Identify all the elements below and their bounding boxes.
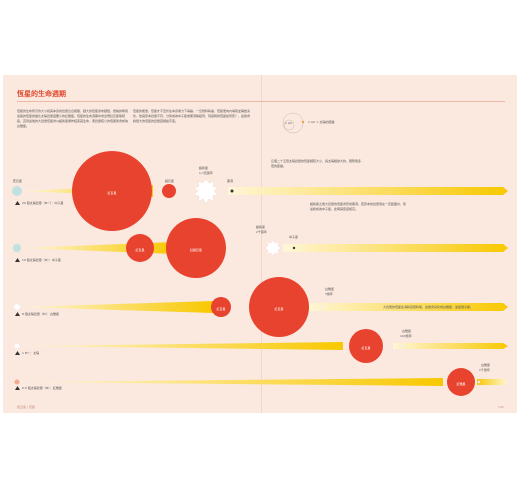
row1-blackhole xyxy=(230,189,234,193)
orbit-inner-circle xyxy=(283,119,295,131)
row2-giant-small-label: 紅巨星 xyxy=(135,248,145,252)
row5-bar-b xyxy=(477,379,508,385)
row1-type: 藍巨星 xyxy=(13,179,23,183)
row3-bar-a xyxy=(23,301,213,313)
note-row3: 大質量的恆星在消耗完燃料後，最後會演化成白矮星，並緩慢冷卻。 xyxy=(383,305,474,309)
row4-end-label: 白矮星 xyxy=(402,329,412,333)
row2-mass: 10 個太陽質量（M）：中子星 xyxy=(22,258,61,262)
row1-supernova-sub: 1-7百萬年 xyxy=(199,171,213,175)
note-row1: 超新星之後大質量的恆星會形成黑洞，若原本的質量落在一定範圍內，則最終成為中子星，… xyxy=(310,202,407,211)
row2-giant xyxy=(166,218,226,278)
row1-star xyxy=(12,186,22,196)
orbit-inner-label: 1 AU xyxy=(285,121,293,125)
row4-end-sub: 100億年 xyxy=(400,334,412,338)
row4-giant-label: 紅巨星 xyxy=(361,346,371,350)
row5-mass-marker xyxy=(15,386,20,390)
row4-mass-marker xyxy=(15,351,20,355)
footer-left: 星空長 | 恆星 xyxy=(17,405,35,409)
row1-supernova-label: 超新星 xyxy=(199,166,209,170)
row1-mass: 20 個太陽質量（M☉）：中子星 xyxy=(22,201,64,205)
sun-dot xyxy=(301,120,305,124)
row3-end xyxy=(319,305,323,309)
row4-star xyxy=(14,343,20,349)
row3-giant-label: 紅巨星 xyxy=(274,307,284,311)
row3-bar-b xyxy=(308,303,508,311)
row4-end xyxy=(399,344,403,348)
orbit-outer-label: 1 AU = 太陽的距離 xyxy=(308,120,335,124)
row2-neutron xyxy=(292,246,296,250)
diagram-note: 這個二十五倍太陽質量的恆星相較大小，與太陽相當大約，實際很多倍的距離。 xyxy=(271,159,362,168)
row2-supernova-label: 超新星 xyxy=(256,225,266,229)
row4-mass: 1 M☉：太陽 xyxy=(22,351,40,355)
page-fold xyxy=(261,75,262,413)
row1-bar-b xyxy=(228,187,508,195)
row5-star xyxy=(14,379,20,385)
lifecycle-art xyxy=(12,112,508,396)
row4-giant xyxy=(349,329,383,363)
row5-giant-label: 紅矮星 xyxy=(456,382,466,386)
row2-supernova xyxy=(264,239,282,257)
row3-star xyxy=(13,303,21,311)
row1-mass-marker xyxy=(15,201,20,205)
row2-mass-marker xyxy=(15,258,20,262)
page-title: 恆星的生命週期 xyxy=(17,90,66,98)
row3-giant xyxy=(249,277,309,337)
row3-mass-marker xyxy=(15,312,20,316)
row5-end xyxy=(477,380,481,384)
row5-end-sub: 1千億年 xyxy=(479,368,490,372)
row2-neutron-label: 中子星 xyxy=(289,235,299,239)
book-spread: 恆星的生命週期 恆星的生命所示的大小和其本身的質量息息相關，越大的恆星壽命越短，… xyxy=(3,75,517,413)
row1-supernova xyxy=(193,178,219,205)
row5-giant xyxy=(447,368,475,396)
row1-giant xyxy=(72,151,152,231)
row5-bar-a xyxy=(23,378,443,386)
row5-mass: 0.5 個太陽質量（M）：紅矮星 xyxy=(22,386,62,390)
page-number: 145 xyxy=(498,405,504,409)
row2-giant-small xyxy=(126,234,154,262)
intro-right: 恆星的能量，恆星才不至於在本身重力下塌縮，一旦燃料耗盡，恆星便向內塌陷並開始演化… xyxy=(133,109,251,123)
row1-giant-label: 紅巨星 xyxy=(107,191,117,195)
row4-bar-b xyxy=(393,343,508,349)
row2-supernova-sub: 2千萬年 xyxy=(256,230,267,234)
row3-end-label: 白矮星 xyxy=(325,287,335,291)
row3-giant-small-label: 紅巨星 xyxy=(216,307,226,311)
row3-mass: 8 個太陽質量（M）：白矮星 xyxy=(22,312,59,316)
row1-dot xyxy=(162,184,176,198)
row2-star xyxy=(13,244,21,252)
row5-end-label: 白矮星 xyxy=(481,363,491,367)
intro-left: 恆星的生命所示的大小和其本身的質量息息相關，越大的恆星壽命越短，燃燒的時間最長的… xyxy=(17,109,129,128)
row2-giant-label: 紅超巨星 xyxy=(189,248,203,252)
row1-blackhole-label: 黑洞 xyxy=(227,179,234,183)
row2-bar-b xyxy=(283,244,508,252)
row3-end-sub: 3億年 xyxy=(325,292,333,296)
title-rule xyxy=(17,101,505,102)
row4-bar-a xyxy=(23,342,343,350)
row3-giant-small xyxy=(211,297,231,317)
row1-supergiant-label: 超巨星 xyxy=(165,179,175,183)
